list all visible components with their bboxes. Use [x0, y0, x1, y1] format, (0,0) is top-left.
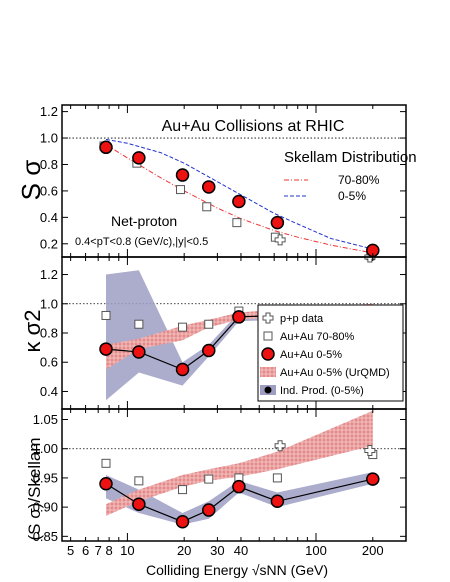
legend-marker-ind-dot	[264, 386, 272, 394]
legend-label: Au+Au 0-5% (UrQMD)	[280, 367, 390, 379]
legend-label: Au+Au 0-5%	[280, 349, 342, 361]
bottom-ylabel: (S σ)/Skellam	[25, 437, 44, 540]
data-point-0-5	[270, 494, 285, 509]
x-tick-label: 7	[95, 543, 102, 558]
data-point-70-80	[272, 473, 282, 483]
skellam-label: Skellam Distribution	[284, 149, 417, 166]
data-point-0-5	[232, 479, 246, 494]
y-tick-label: 0.6	[40, 183, 58, 198]
data-point-70-80	[101, 458, 111, 468]
data-point-0-5	[202, 343, 216, 358]
ind-prod-band	[106, 472, 373, 525]
x-tick-label: 10	[120, 543, 134, 558]
legend-marker-pp	[262, 312, 274, 324]
y-tick-label: 0.4	[40, 384, 58, 399]
chart-title: Au+Au Collisions at RHIC	[162, 118, 345, 135]
data-point-0-5	[99, 140, 113, 155]
middle-ylabel: κ σ2	[20, 310, 45, 353]
skellam-70-80-curve	[105, 144, 373, 254]
y-tick-label: 0.8	[40, 157, 58, 172]
data-point-0-5	[99, 342, 113, 356]
data-point-0-5	[232, 194, 246, 209]
x-tick-label: 100	[305, 543, 327, 558]
data-point-0-5	[132, 345, 146, 359]
urqmd-band	[106, 410, 373, 516]
ind-prod-band	[106, 270, 373, 401]
net-proton-label: Net-proton	[111, 213, 177, 229]
data-point-pp	[274, 234, 286, 246]
data-point-70-80	[202, 202, 212, 212]
data-point-0-5	[175, 362, 190, 377]
top-ylabel: S σ	[16, 160, 46, 201]
y-tick-label: 0.85	[33, 529, 58, 544]
x-tick-label: 6	[82, 543, 89, 558]
x-tick-label: 200	[362, 543, 384, 558]
y-tick-label: 1.00	[33, 441, 58, 456]
y-tick-label: 1.0	[40, 131, 58, 146]
legend-marker-urqmd	[260, 367, 276, 377]
data-point-0-5	[202, 503, 216, 517]
panel-frame	[61, 408, 407, 542]
data-point-0-5	[175, 168, 190, 182]
data-point-0-5	[232, 310, 246, 324]
series-legend: p+p data Au+Au 70-80% Au+Au 0-5% Au+Au 0-5%…	[257, 304, 404, 402]
data-point-0-5	[99, 477, 113, 491]
panel-bottom: 0.85 0.90 0.95 1.00 1.05	[33, 408, 407, 544]
y-tick-label: 1.05	[33, 412, 58, 427]
x-tick-label: 8	[106, 543, 113, 558]
x-tick-label: 5	[67, 543, 74, 558]
data-point-70-80	[101, 310, 111, 320]
data-point-0-5	[366, 472, 380, 486]
legend-label: Au+Au 70-80%	[280, 331, 355, 343]
y-tick-label: 0.8	[40, 326, 58, 341]
curve-legend: 70-80% 0-5%	[284, 173, 380, 203]
y-tick-label: 0.90	[33, 500, 58, 515]
legend-marker-0-5	[261, 347, 275, 361]
cut-label: 0.4<pT<0.8 (GeV/c),|y|<0.5	[75, 236, 208, 248]
x-tick-label: 20	[177, 543, 191, 558]
data-point-pp	[274, 440, 286, 452]
legend-label: Ind. Prod. (0-5%)	[280, 385, 364, 397]
data-point-pp	[364, 444, 376, 456]
y-tick-label: 0.6	[40, 355, 58, 370]
legend-label: p+p data	[280, 313, 324, 325]
data-point-70-80	[204, 474, 214, 484]
y-tick-label: 0.95	[33, 470, 58, 485]
y-tick-label: 1.2	[40, 267, 58, 282]
data-point-0-5	[132, 497, 146, 511]
y-tick-label: 0.4	[40, 210, 58, 225]
legend-label-0-5: 0-5%	[338, 189, 366, 203]
data-point-70-80	[134, 476, 144, 486]
y-tick-label: 0.2	[40, 236, 58, 251]
x-tick-label: 40	[234, 543, 248, 558]
data-point-0-5	[270, 215, 285, 230]
data-point-70-80	[176, 185, 186, 195]
x-axis-label: Colliding Energy √sNN (GeV)	[146, 562, 328, 578]
legend-label-70-80: 70-80%	[338, 173, 380, 187]
data-point-70-80	[232, 218, 242, 228]
data-point-0-5	[202, 180, 216, 194]
data-point-70-80	[178, 322, 188, 332]
legend-box	[257, 304, 404, 402]
skellam-0-5-curve	[105, 138, 373, 250]
data-point-70-80	[178, 485, 188, 495]
x-tick-label: 30	[210, 543, 224, 558]
data-point-70-80	[134, 319, 144, 329]
data-point-0-5	[132, 151, 146, 165]
data-point-70-80	[204, 319, 214, 329]
data-point-0-5	[175, 514, 190, 529]
y-tick-label: 1.0	[40, 296, 58, 311]
y-tick-label: 1.2	[40, 104, 58, 119]
legend-marker-70-80	[263, 331, 273, 341]
